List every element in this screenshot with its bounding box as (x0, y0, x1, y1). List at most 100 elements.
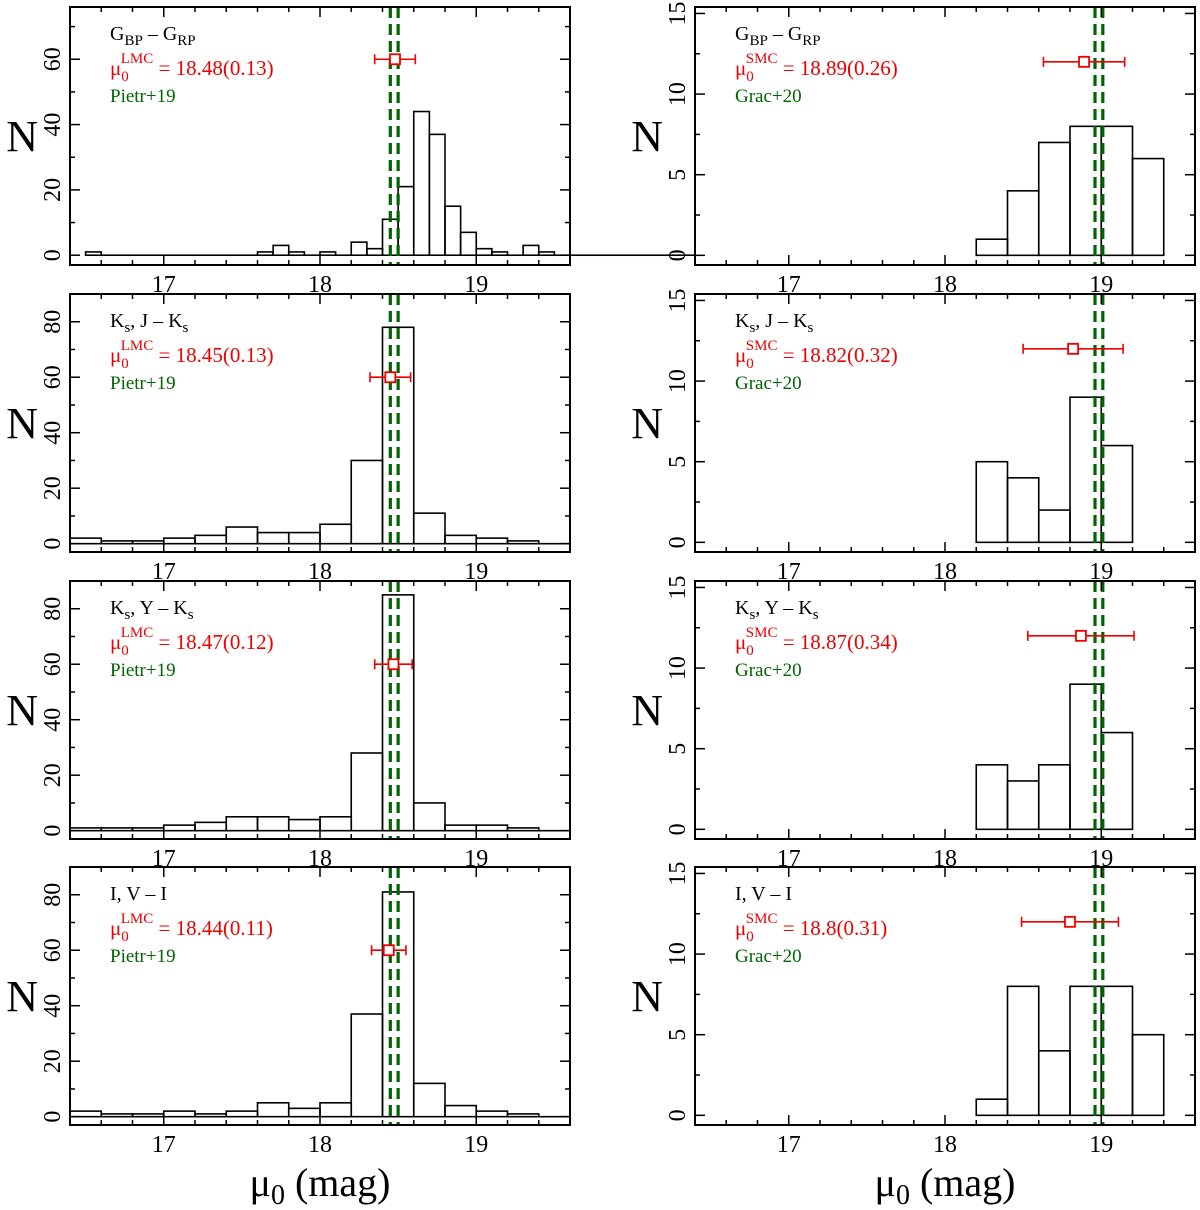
y-tick-label: 80 (40, 310, 66, 334)
mu-symbol: μ (110, 343, 121, 367)
y-axis-label: N (631, 399, 663, 448)
x-tick-label: 18 (933, 1132, 957, 1158)
y-tick-label: 20 (40, 476, 66, 500)
mu-subscript: 0 (121, 643, 129, 659)
band-subscript: s (124, 607, 130, 623)
histogram-bar (350, 1013, 384, 1118)
band-color-label: Ks, Y – Ks (735, 597, 819, 623)
band-subscript: s (749, 607, 755, 623)
band-subscript: BP (749, 33, 767, 49)
histogram-bar (350, 459, 384, 545)
y-tick-label: 5 (665, 743, 691, 755)
histogram-bar (225, 1110, 259, 1118)
histogram-bar (459, 231, 478, 257)
y-tick-label: 0 (40, 825, 66, 837)
histogram-bar (1037, 1050, 1071, 1117)
distance-modulus-label: μ0 SMC = 18.87(0.34) (735, 625, 898, 659)
band-label: K (735, 597, 750, 619)
distance-estimate-marker (1064, 915, 1076, 928)
histogram-bar (1100, 985, 1134, 1117)
x-tick-label: 17 (777, 1132, 801, 1158)
y-tick-label: 40 (40, 708, 66, 732)
mu-superscript: SMC (746, 338, 778, 354)
histogram-bar (350, 752, 384, 832)
x-tick-label: 19 (1089, 1132, 1113, 1158)
band-subscript: s (124, 320, 130, 336)
band-color-label: I, V – I (110, 883, 167, 905)
y-tick-label: 40 (40, 421, 66, 445)
mu-superscript: SMC (746, 51, 778, 67)
histogram-bar (287, 1107, 321, 1118)
plot-frame (694, 580, 1196, 840)
histogram-bar (428, 133, 446, 257)
mu-value: = 18.87(0.34) (777, 630, 897, 654)
histogram-bar (975, 764, 1009, 831)
reference-label: Pietr+19 (110, 946, 176, 967)
color-label: , Y – K (755, 597, 813, 619)
band-label: G (735, 23, 749, 45)
histogram-bar (84, 251, 103, 257)
histogram-bar (366, 247, 384, 257)
histogram-bar (225, 816, 259, 832)
histogram-bar (194, 821, 228, 832)
mu-symbol: μ (735, 630, 746, 654)
histogram-bar (131, 540, 165, 545)
histogram-bar (1131, 157, 1165, 257)
y-axis-label: N (6, 972, 38, 1021)
y-tick-label: 40 (40, 994, 66, 1018)
distance-estimate-marker (1067, 342, 1080, 355)
histogram-bar (272, 244, 290, 257)
color-subscript: RP (802, 33, 820, 49)
y-tick-label: 60 (40, 652, 66, 676)
histogram-bar (287, 251, 306, 257)
reference-label: Grac+20 (735, 86, 802, 107)
mu-subscript: 0 (746, 929, 754, 945)
y-tick-label: 20 (40, 178, 66, 202)
y-tick-label: 10 (665, 656, 691, 680)
mu-value: = 18.8(0.31) (777, 916, 887, 940)
histogram-bar (194, 1113, 228, 1118)
histogram-bar (475, 1110, 509, 1118)
mu-superscript: SMC (746, 625, 778, 641)
y-tick-label: 60 (40, 938, 66, 962)
mu-value: = 18.89(0.26) (777, 56, 897, 80)
histogram-bar (475, 537, 509, 545)
histogram-bar (100, 540, 134, 545)
mu-symbol: μ (735, 916, 746, 940)
x-axis-label-right: μ0 (mag) (875, 1160, 1016, 1210)
mu-superscript: SMC (746, 911, 778, 927)
histogram-bar (1006, 780, 1040, 831)
histogram-bar (225, 526, 259, 545)
y-tick-label: 10 (665, 942, 691, 966)
mu-superscript: LMC (121, 911, 154, 927)
y-tick-label: 0 (40, 538, 66, 550)
distance-estimate-marker (382, 944, 395, 957)
histogram-bar (491, 251, 509, 257)
y-tick-label: 0 (40, 1111, 66, 1123)
y-axis-label: N (6, 399, 38, 448)
band-color-label: Ks, J – Ks (110, 310, 189, 336)
distance-modulus-label: μ0 SMC = 18.82(0.32) (735, 338, 898, 372)
histogram-bar (537, 251, 556, 257)
histogram-bar (475, 247, 493, 257)
distance-estimate-marker (1078, 55, 1090, 68)
histogram-bar (475, 824, 509, 832)
histogram-bar (1037, 764, 1071, 831)
y-axis-label: N (631, 686, 663, 735)
color-label: – G (768, 23, 802, 45)
color-subscript: s (188, 607, 194, 623)
band-subscript: s (749, 320, 755, 336)
plot-frame (69, 293, 571, 553)
plot-frame (69, 580, 571, 840)
histogram-bar (1006, 477, 1040, 544)
distance-modulus-label: μ0 LMC = 18.48(0.13) (110, 51, 274, 85)
histogram-bar (256, 251, 274, 257)
plot-frame (694, 293, 1196, 553)
x-tick-label: 18 (308, 1132, 332, 1158)
x-axis-mu: μ (250, 1160, 271, 1205)
mu-superscript: LMC (121, 338, 154, 354)
